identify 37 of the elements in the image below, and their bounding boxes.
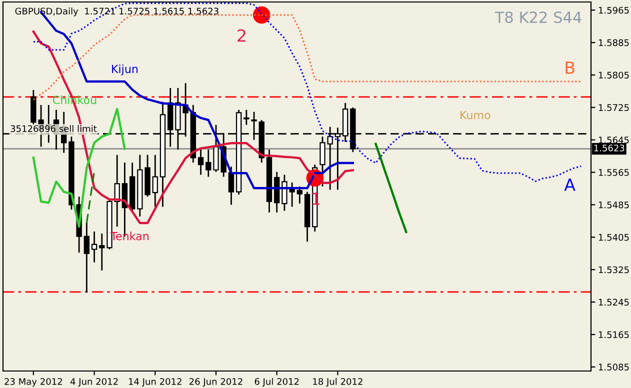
x-tick-label: 18 Jul 2012: [313, 378, 362, 387]
x-tick-label: 23 May 2012: [4, 378, 62, 387]
candlestick: [198, 147, 204, 176]
annotation: 2: [238, 29, 246, 42]
text: GBPUSD,Daily 1.5721 1.5725 1.5615 1.5623: [15, 8, 218, 16]
y-tick-label: 1.5325: [598, 266, 629, 274]
y-tick-label: 1.5565: [598, 169, 629, 176]
x-tick-label: 4 Jun 2012: [70, 378, 118, 387]
series-label: A: [564, 178, 576, 191]
candlestick: [320, 136, 326, 188]
y-tick-label: 1.5805: [598, 72, 629, 79]
y-tick-label: 1.5085: [598, 364, 629, 371]
y-tick-label: 1.5405: [598, 234, 629, 241]
candlestick: [91, 230, 98, 264]
annotation: Kumo: [460, 110, 490, 120]
y-tick-label: 1.5245: [598, 298, 629, 306]
candlestick: [152, 154, 158, 208]
x-tick-label: 26 Jun 2012: [189, 378, 242, 387]
annotation: T8 K22 S44: [494, 11, 582, 24]
candlestick: [296, 186, 302, 204]
y-tick-label: 1.5965: [598, 6, 629, 14]
x-tick-label: 14 Jun 2012: [128, 378, 182, 387]
series-label: B: [566, 62, 574, 74]
x-tick-label: 6 Jul 2012: [254, 378, 299, 387]
ref-line-label: 1.5623: [594, 144, 624, 152]
series-label: Kijun: [112, 64, 138, 76]
line-series: [374, 142, 408, 234]
candlestick: [244, 109, 250, 126]
y-tick-label: 1.5725: [598, 104, 629, 111]
y-tick-label: 1.5485: [598, 201, 629, 208]
ref-line-label: 35126896 sell limit: [10, 125, 97, 132]
candlestick: [84, 222, 90, 294]
candlestick: [99, 232, 105, 272]
y-tick-label: 1.5165: [598, 331, 629, 338]
y-tick-label: 1.5885: [598, 39, 629, 46]
candlestick: [206, 148, 212, 178]
candlestick: [228, 166, 234, 206]
